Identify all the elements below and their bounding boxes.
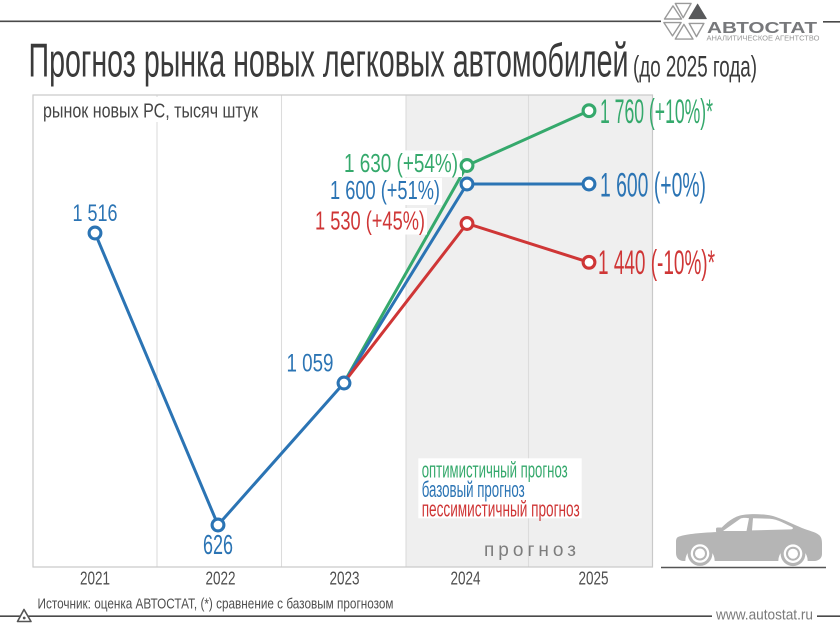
svg-text:2025: 2025 — [579, 569, 609, 589]
svg-text:626: 626 — [203, 529, 233, 560]
svg-text:рынок новых РС, тысяч штук: рынок новых РС, тысяч штук — [43, 101, 258, 123]
svg-text:пессимистичный прогноз: пессимистичный прогноз — [422, 497, 580, 522]
svg-text:(до 2025 года): (до 2025 года) — [633, 51, 757, 84]
svg-text:www.autostat.ru: www.autostat.ru — [715, 607, 813, 623]
svg-text:2022: 2022 — [206, 569, 236, 589]
svg-text:1 760 (+10%)*: 1 760 (+10%)* — [600, 93, 713, 131]
svg-text:1 440 (-10%)*: 1 440 (-10%)* — [598, 244, 715, 282]
svg-text:1 600 (+0%): 1 600 (+0%) — [600, 167, 706, 205]
svg-text:2024: 2024 — [451, 569, 481, 589]
svg-text:2023: 2023 — [330, 569, 360, 589]
svg-text:АВТОСТАТ: АВТОСТАТ — [707, 20, 818, 37]
svg-text:базовый прогноз: базовый прогноз — [422, 477, 525, 502]
svg-text:1 630 (+54%): 1 630 (+54%) — [344, 148, 458, 178]
svg-text:Прогноз рынка новых легковых а: Прогноз рынка новых легковых автомобилей — [29, 34, 629, 87]
svg-text:АНАЛИТИЧЕСКОЕ АГЕНТСТВО: АНАЛИТИЧЕСКОЕ АГЕНТСТВО — [707, 36, 821, 43]
svg-text:прогноз: прогноз — [484, 540, 576, 561]
svg-text:оптимистичный прогноз: оптимистичный прогноз — [422, 458, 568, 483]
svg-text:2021: 2021 — [80, 569, 110, 589]
svg-text:1 600 (+51%): 1 600 (+51%) — [330, 175, 440, 205]
svg-text:1 516: 1 516 — [73, 200, 118, 227]
svg-text:1 059: 1 059 — [287, 350, 334, 378]
svg-text:Источник: оценка АВТОСТАТ, (*): Источник: оценка АВТОСТАТ, (*) сравнение… — [38, 596, 394, 613]
svg-text:1 530 (+45%): 1 530 (+45%) — [315, 206, 425, 236]
